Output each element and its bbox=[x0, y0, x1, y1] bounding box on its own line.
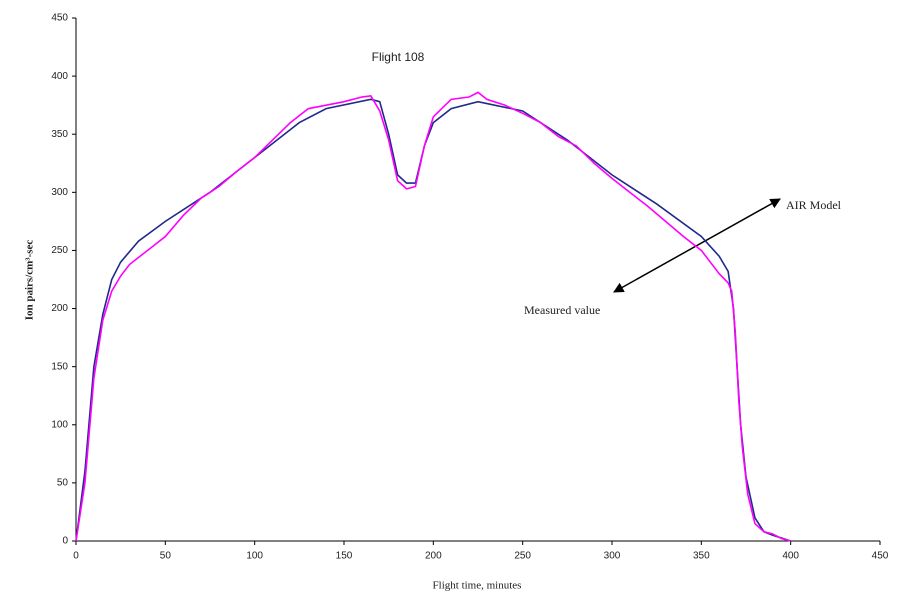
x-tick-label: 50 bbox=[160, 551, 172, 562]
x-tick-label: 0 bbox=[73, 551, 79, 562]
y-tick-label: 350 bbox=[51, 129, 68, 140]
series-line bbox=[75, 98, 791, 542]
x-tick-label: 150 bbox=[336, 551, 353, 562]
series-line bbox=[75, 91, 791, 542]
y-tick-label: 100 bbox=[51, 419, 68, 430]
x-tick-label: 400 bbox=[782, 551, 799, 562]
annotation-arrow bbox=[613, 198, 781, 293]
y-tick-label: 50 bbox=[57, 478, 69, 489]
x-axis-label: Flight time, minutes bbox=[433, 580, 522, 592]
y-tick-label: 150 bbox=[51, 361, 68, 372]
y-axis-label: Ion pairs/cm³-sec bbox=[24, 240, 36, 321]
y-tick-label: 250 bbox=[51, 245, 68, 256]
y-tick-label: 300 bbox=[51, 187, 68, 198]
x-tick-label: 200 bbox=[425, 551, 442, 562]
x-tick-label: 100 bbox=[246, 551, 263, 562]
x-tick-label: 250 bbox=[514, 551, 531, 562]
model-annotation: AIR Model bbox=[786, 198, 842, 212]
x-tick-label: 450 bbox=[872, 551, 889, 562]
y-tick-label: 400 bbox=[51, 71, 68, 82]
chart-title: Flight 108 bbox=[372, 50, 425, 64]
x-tick-label: 300 bbox=[604, 551, 621, 562]
y-tick-label: 0 bbox=[62, 536, 68, 547]
y-tick-label: 450 bbox=[51, 13, 68, 24]
y-tick-label: 200 bbox=[51, 303, 68, 314]
x-tick-label: 350 bbox=[693, 551, 710, 562]
measured-annotation: Measured value bbox=[524, 303, 600, 317]
